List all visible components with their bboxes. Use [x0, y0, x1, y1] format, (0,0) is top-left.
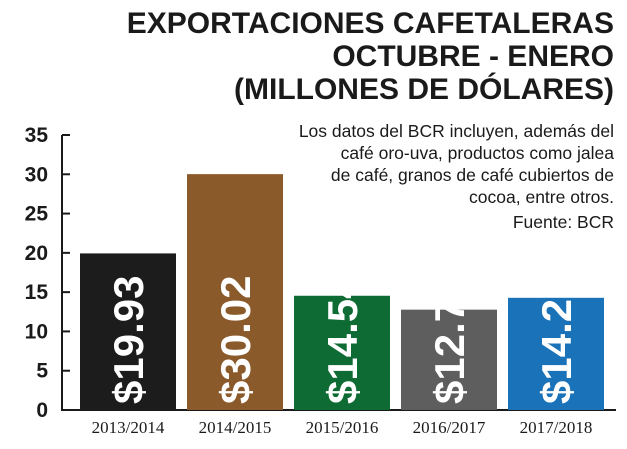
y-tick-label: 10 [25, 320, 48, 343]
data-label: $19.93 [105, 276, 152, 404]
y-tick-label: 30 [25, 163, 48, 186]
x-tick-label: 2013/2014 [92, 418, 165, 437]
note-line-3: de café, granos de café cubiertos de [331, 165, 614, 185]
y-tick-label: 0 [36, 399, 48, 422]
bar [294, 295, 390, 410]
chart-title-line-3: (MILLONES DE DÓLARES) [234, 72, 614, 106]
y-tick-label: 35 [25, 124, 49, 147]
source-note: Fuente: BCR [513, 212, 614, 232]
data-label: $30.02 [212, 276, 259, 404]
bar [187, 174, 283, 410]
x-tick-label: 2014/2015 [199, 418, 272, 437]
chart-title-line-1: EXPORTACIONES CAFETALERAS [127, 7, 614, 40]
bar [401, 309, 497, 410]
data-label: $14.28 [533, 276, 580, 404]
bar [508, 297, 604, 410]
plot-area: 0 5 10 15 20 25 30 35 2013/2014 $19.93 2014/2015 $3… [25, 124, 616, 437]
y-tick-label: 25 [25, 203, 49, 226]
data-label: $12.77 [426, 276, 473, 404]
y-tick-label: 15 [25, 281, 49, 304]
x-tick-label: 2015/2016 [306, 418, 379, 437]
y-tick-label: 5 [36, 360, 48, 383]
note-line-2: café oro-uva, productos como jalea [341, 143, 615, 163]
chart-note: Los datos del BCR incluyen, además del c… [299, 121, 614, 232]
chart-title: EXPORTACIONES CAFETALERAS OCTUBRE - ENER… [127, 7, 614, 106]
x-tick-label: 2017/2018 [520, 418, 593, 437]
bar [80, 253, 176, 410]
data-label: $14.54 [319, 275, 366, 404]
chart-title-line-2: OCTUBRE - ENERO [332, 40, 614, 73]
x-tick-label: 2016/2017 [413, 418, 486, 437]
note-line-4: cocoa, entre otros. [469, 187, 614, 207]
y-tick-label: 20 [25, 242, 48, 265]
note-line-1: Los datos del BCR incluyen, además del [299, 121, 614, 141]
